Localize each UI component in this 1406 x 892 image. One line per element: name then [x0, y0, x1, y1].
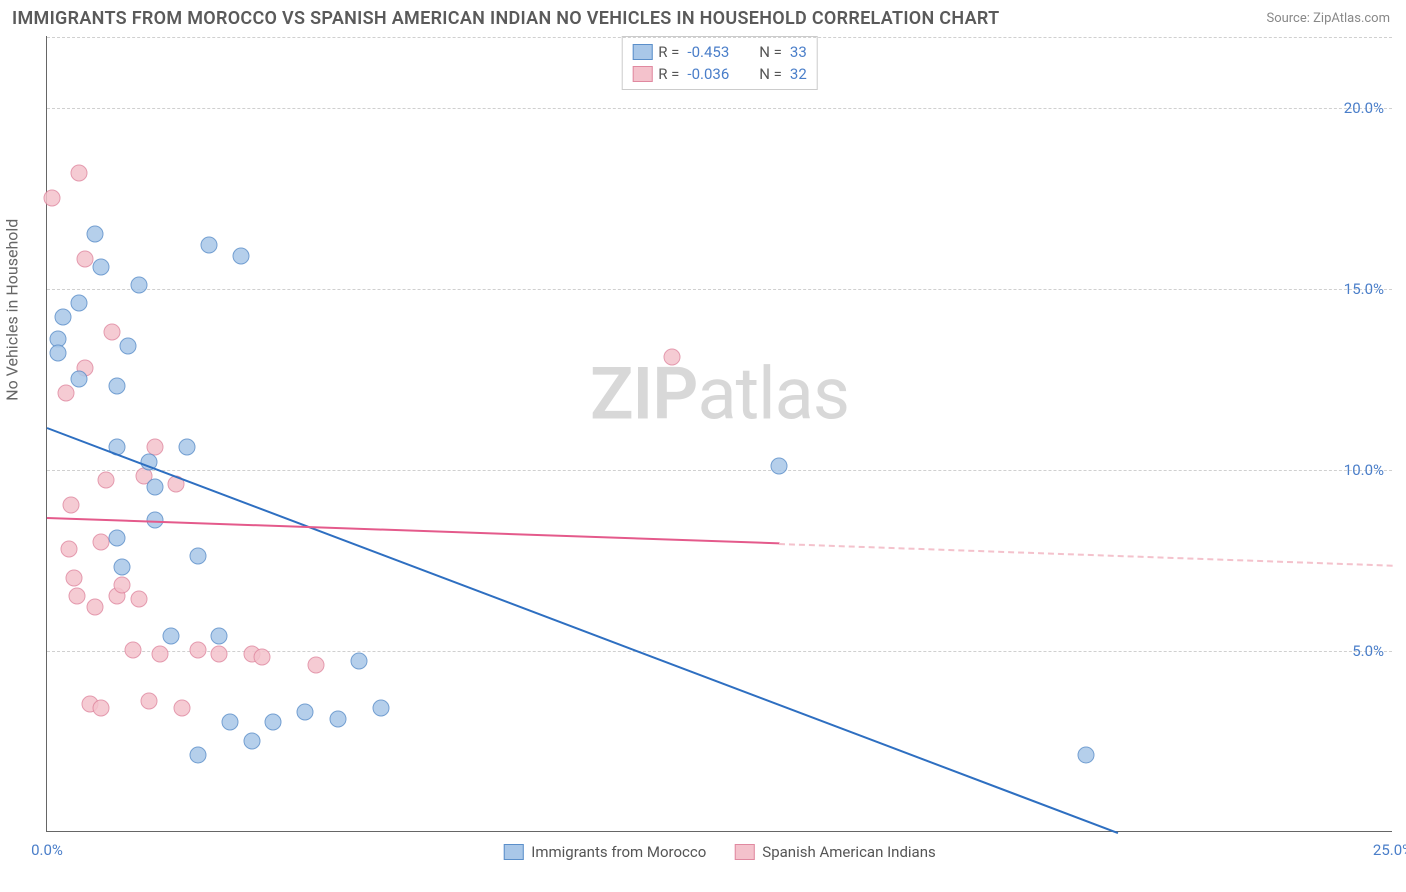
- scatter-point: [663, 349, 680, 366]
- scatter-point: [152, 645, 169, 662]
- n-label: N =: [759, 43, 782, 61]
- scatter-point: [108, 529, 125, 546]
- scatter-point: [49, 345, 66, 362]
- scatter-point: [108, 377, 125, 394]
- scatter-point: [254, 649, 271, 666]
- y-tick-label: 5.0%: [1352, 642, 1384, 660]
- scatter-point: [114, 558, 131, 575]
- scatter-point: [87, 226, 104, 243]
- scatter-point: [65, 569, 82, 586]
- scatter-point: [98, 472, 115, 489]
- grid-line: [47, 37, 1392, 38]
- scatter-point: [71, 164, 88, 181]
- scatter-point: [71, 370, 88, 387]
- correlation-legend-row: R = -0.453 N = 33: [632, 41, 807, 63]
- series-legend: Immigrants from Morocco Spanish American…: [503, 843, 935, 861]
- scatter-point: [87, 598, 104, 615]
- scatter-point: [141, 692, 158, 709]
- scatter-point: [200, 236, 217, 253]
- watermark-bold: ZIP: [590, 351, 697, 436]
- series-legend-label: Spanish American Indians: [762, 843, 935, 861]
- scatter-point: [44, 189, 61, 206]
- scatter-point: [372, 699, 389, 716]
- scatter-point: [55, 309, 72, 326]
- n-value: 33: [790, 43, 807, 61]
- scatter-point: [308, 656, 325, 673]
- r-value: -0.036: [687, 65, 729, 83]
- scatter-point: [189, 642, 206, 659]
- scatter-point: [92, 533, 109, 550]
- y-tick-label: 15.0%: [1344, 280, 1384, 298]
- scatter-point: [162, 627, 179, 644]
- legend-swatch: [734, 844, 754, 860]
- scatter-point: [119, 338, 136, 355]
- scatter-point: [771, 457, 788, 474]
- scatter-point: [211, 627, 228, 644]
- scatter-point: [125, 642, 142, 659]
- r-label: R =: [658, 65, 679, 83]
- source-attribution: Source: ZipAtlas.com: [1266, 11, 1390, 26]
- scatter-point: [351, 652, 368, 669]
- scatter-point: [297, 703, 314, 720]
- series-legend-label: Immigrants from Morocco: [531, 843, 706, 861]
- y-tick-label: 10.0%: [1344, 461, 1384, 479]
- series-legend-item: Spanish American Indians: [734, 843, 935, 861]
- scatter-point: [92, 699, 109, 716]
- scatter-point: [92, 258, 109, 275]
- legend-swatch: [503, 844, 523, 860]
- scatter-point: [146, 479, 163, 496]
- scatter-point: [173, 699, 190, 716]
- chart-title: IMMIGRANTS FROM MOROCCO VS SPANISH AMERI…: [12, 8, 999, 29]
- correlation-legend-row: R = -0.036 N = 32: [632, 63, 807, 85]
- watermark: ZIPatlas: [590, 351, 849, 436]
- legend-swatch: [632, 44, 652, 60]
- n-label: N =: [759, 65, 782, 83]
- scatter-point: [222, 714, 239, 731]
- scatter-point: [130, 276, 147, 293]
- grid-line: [47, 289, 1392, 290]
- scatter-point: [60, 540, 77, 557]
- scatter-point: [178, 439, 195, 456]
- y-tick-label: 20.0%: [1344, 99, 1384, 117]
- scatter-point: [71, 294, 88, 311]
- y-axis-title: No Vehicles in Household: [3, 219, 22, 401]
- series-legend-item: Immigrants from Morocco: [503, 843, 706, 861]
- scatter-point: [232, 247, 249, 264]
- scatter-point: [329, 710, 346, 727]
- scatter-point: [76, 251, 93, 268]
- r-label: R =: [658, 43, 679, 61]
- scatter-point: [130, 591, 147, 608]
- x-tick-label: 0.0%: [31, 841, 63, 859]
- grid-line: [47, 108, 1392, 109]
- scatter-point: [211, 645, 228, 662]
- scatter-point: [1078, 747, 1095, 764]
- scatter-point: [114, 576, 131, 593]
- scatter-point: [68, 587, 85, 604]
- n-value: 32: [790, 65, 807, 83]
- scatter-point: [189, 548, 206, 565]
- scatter-point: [63, 497, 80, 514]
- scatter-point: [57, 385, 74, 402]
- legend-swatch: [632, 66, 652, 82]
- x-tick-label: 25.0%: [1373, 841, 1406, 859]
- scatter-point: [103, 323, 120, 340]
- trend-line: [779, 543, 1393, 567]
- correlation-legend: R = -0.453 N = 33 R = -0.036 N = 32: [621, 36, 818, 90]
- trend-line: [47, 427, 1119, 834]
- chart-header: IMMIGRANTS FROM MOROCCO VS SPANISH AMERI…: [0, 0, 1406, 33]
- grid-line: [47, 470, 1392, 471]
- scatter-chart: ZIPatlas R = -0.453 N = 33 R = -0.036 N …: [46, 36, 1392, 832]
- scatter-point: [265, 714, 282, 731]
- scatter-point: [243, 732, 260, 749]
- watermark-rest: atlas: [697, 351, 849, 436]
- trend-line: [47, 517, 779, 544]
- scatter-point: [189, 747, 206, 764]
- r-value: -0.453: [687, 43, 729, 61]
